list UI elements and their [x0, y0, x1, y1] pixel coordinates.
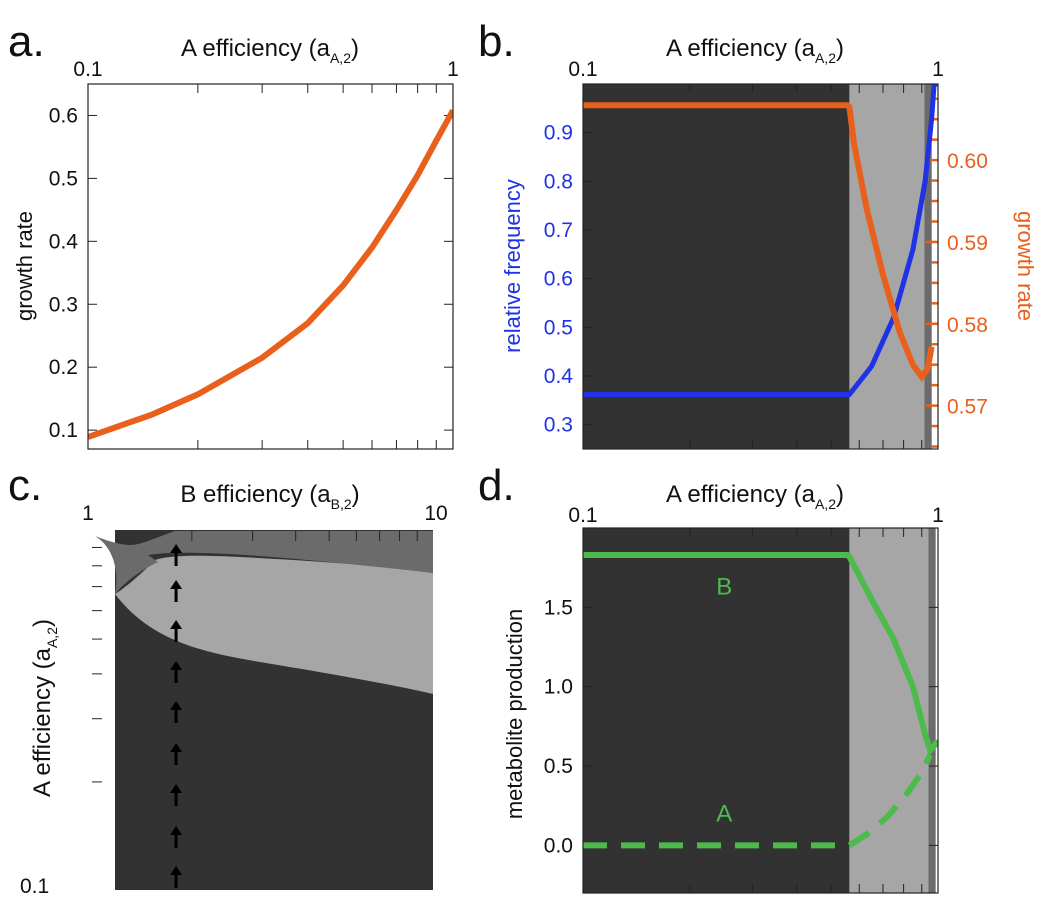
chart-b-region-mid [924, 84, 932, 449]
chart-c-region-light [115, 555, 433, 694]
chart-d-annotation-b: B [716, 574, 732, 601]
chart-c-ytick-min: 0.1 [20, 875, 49, 898]
chart-a-frame [87, 83, 454, 450]
chart-d-xlabel: A efficiency (aA,2) [666, 481, 844, 512]
chart-c-ylabel: A efficiency (aA,2) [29, 619, 60, 797]
chart-c-region-mid [95, 531, 433, 594]
chart-b-xtick-max: 1 [932, 58, 944, 81]
chart-d-series-a-line [583, 753, 933, 849]
chart-a-xlabel: A efficiency (aA,2) [181, 35, 359, 66]
chart-b-frame [582, 83, 939, 450]
panel-label-a: a. [8, 17, 45, 66]
chart-d-xtick-max: 1 [932, 504, 944, 527]
chart-d-xtick-min: 0.1 [568, 504, 597, 527]
chart-c-arrow-head [170, 866, 183, 875]
chart-b-ytick-label: 0.4 [544, 365, 574, 388]
chart-c-arrow-head [170, 620, 183, 629]
chart-d-ylabel: metabolite production [502, 609, 527, 819]
chart-a-ytick-label: 0.3 [49, 293, 78, 316]
chart-b-y2tick-label: 0.60 [947, 150, 988, 173]
chart-a-ytick-label: 0.1 [49, 419, 78, 442]
chart-b-y2tick-label: 0.58 [947, 314, 988, 337]
chart-b-ytick-label: 0.3 [544, 414, 573, 437]
panel-label-c: c. [8, 461, 42, 510]
chart-a-series-growth-line [88, 108, 453, 440]
chart-d-region-mid [928, 528, 936, 893]
chart-a-ytick-label: 0.2 [49, 356, 78, 379]
chart-b: A efficiency (aA,2) 0.1 1 0.3 0.4 0.5 0.6 0.… [500, 35, 1038, 450]
chart-a-xtick-max: 1 [447, 58, 459, 81]
chart-a-ytick-label: 0.6 [49, 104, 78, 127]
chart-d-ytick-label: 1.5 [544, 596, 573, 619]
chart-b-ytick-label: 0.7 [544, 219, 573, 242]
chart-c-arrow-head [170, 826, 183, 835]
chart-b-ytick-label: 0.6 [544, 268, 573, 291]
chart-c-arrow-head [170, 544, 183, 553]
chart-c-arrow-head [170, 784, 183, 793]
chart-c-arrow-head [170, 580, 183, 589]
chart-c-xtick-max: 10 [424, 502, 447, 525]
chart-d-ytick-label: 0.5 [544, 755, 573, 778]
chart-c-xlabel: B efficiency (aB,2) [180, 481, 359, 512]
chart-b-ytick-label: 0.9 [544, 122, 573, 145]
panel-label-d: d. [478, 461, 515, 510]
chart-a-ytick-label: 0.5 [49, 167, 78, 190]
chart-d-frame [582, 527, 939, 894]
chart-b-xtick-min: 0.1 [568, 58, 597, 81]
chart-b-ylabel-right: growth rate [1013, 211, 1038, 321]
chart-a-ylabel: growth rate [12, 211, 37, 321]
chart-b-region-light [849, 84, 925, 449]
chart-a-xtick-min: 0.1 [73, 58, 102, 81]
chart-b-ytick-label: 0.8 [544, 170, 573, 193]
chart-b-region-dark [583, 84, 850, 449]
chart-d-region-light [849, 528, 929, 893]
chart-b-ytick-label: 0.5 [544, 316, 573, 339]
chart-c-map [95, 530, 433, 890]
chart-b-y2tick-label: 0.57 [947, 396, 988, 419]
chart-b-series-growth-line [583, 102, 935, 383]
chart-b-xlabel: A efficiency (aA,2) [666, 35, 844, 66]
chart-c-arrow-head [170, 701, 183, 710]
chart-d-series-b-line [583, 552, 938, 756]
chart-d-ytick-label: 1.0 [544, 676, 573, 699]
chart-c-arrow-head [170, 743, 183, 752]
chart-d-annotation-a: A [716, 801, 732, 828]
chart-c: B efficiency (aB,2) 1 10 0.1 A efficienc… [20, 481, 448, 898]
chart-b-series-frequency-line [583, 84, 938, 397]
chart-b-y2tick-label: 0.59 [947, 232, 988, 255]
chart-c-arrow-head [170, 661, 183, 670]
chart-d-region-dark [583, 528, 850, 893]
chart-d: A efficiency (aA,2) 0.1 1 metabolite pro… [502, 481, 944, 894]
chart-a-ytick-label: 0.4 [49, 230, 79, 253]
panel-label-b: b. [478, 17, 515, 66]
chart-d-ytick-label: 0.0 [544, 834, 573, 857]
chart-a: A efficiency (aA,2) 0.1 1 growth rate 0.… [12, 35, 459, 450]
chart-b-ylabel-left: relative frequency [500, 179, 525, 353]
chart-c-xtick-min: 1 [82, 502, 94, 525]
